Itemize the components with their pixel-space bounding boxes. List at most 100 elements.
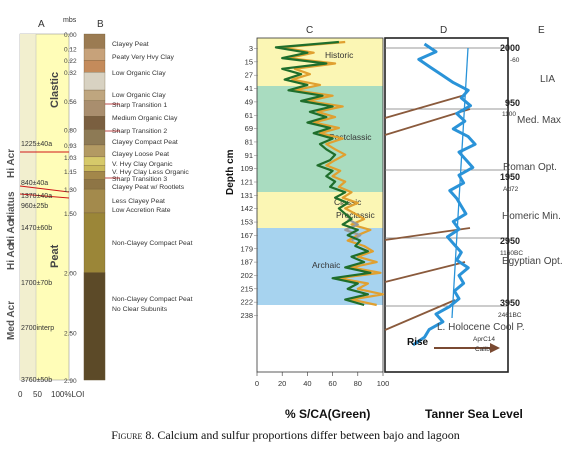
depth-label: 187 (240, 258, 253, 267)
panel-d: D Rise Tanner Sea Level (384, 25, 523, 421)
layer-swatch (83, 171, 106, 180)
depth-label: 41 (245, 84, 253, 93)
depth-tick-label: 0.32 (64, 70, 77, 77)
date-950: 950 (505, 98, 520, 108)
depth-label: 49 (245, 97, 253, 106)
x-tick-label: 80 (354, 379, 362, 388)
layer-label: Low Organic Clay (112, 70, 166, 77)
depth-label: 202 (240, 271, 253, 280)
depth-tick-label: 0.80 (64, 127, 77, 134)
layer-label: Sharp Transition 2 (112, 128, 167, 135)
loi-tick: 100%LOI (51, 390, 84, 399)
hiatus-line (19, 185, 70, 193)
depth-label: 91 (245, 151, 253, 160)
layer-label: Less Clayey Peat (112, 198, 165, 205)
date-ad72: Ad72 (503, 186, 519, 193)
layer-swatch (83, 129, 106, 146)
x-tick-label: 0 (255, 379, 259, 388)
layer-label: Non-Clayey Compact Peat (112, 296, 193, 303)
layer-swatch (83, 100, 106, 117)
period-band (257, 192, 383, 212)
depth-tick-label: 0.56 (64, 99, 77, 106)
event-roman-opt: Roman Opt. (503, 162, 557, 173)
loi-tick: 0 (18, 390, 23, 399)
layer-swatch (83, 116, 106, 130)
date-label: 2700interp (21, 325, 54, 332)
plot-c-frame (256, 37, 384, 373)
y-axis-label: Depth cm (225, 149, 236, 195)
period-med-acr: Med Acr (6, 301, 17, 340)
x-tick-label: 20 (278, 379, 286, 388)
rise-label: Rise (407, 337, 429, 348)
depth-label: 131 (240, 191, 253, 200)
date-label: 1370±40a (21, 193, 52, 200)
layer-label: V. Hvy Clay Less Organic (112, 169, 189, 176)
layer-label: No Clear Subunits (112, 306, 168, 313)
date-label: 1700±70b (21, 280, 52, 287)
depth-tick-label: 1.03 (64, 155, 77, 162)
x-tick-label: 60 (328, 379, 336, 388)
depth-label: 167 (240, 231, 253, 240)
depth-tick-label: 0.12 (64, 46, 77, 53)
panel-b: B Clayey Peat Peaty Very Hvy Clay Low Orga… (83, 19, 193, 381)
hiatus-line (19, 193, 70, 199)
depth-tick-label: 0.22 (64, 58, 77, 65)
period-hi-acr: Hi Acr (6, 241, 17, 270)
period-bands (257, 38, 383, 372)
x-tick-label: 40 (303, 379, 311, 388)
date-1950: 1950 (500, 172, 520, 182)
date-label: 960±25b (21, 203, 48, 210)
layer-swatch (83, 48, 106, 61)
date-label: 1470±60b (21, 225, 52, 232)
rise-arrow-head (490, 343, 500, 353)
stratigraphy-labels: Clayey Peat Peaty Very Hvy Clay Low Organi… (105, 41, 193, 313)
layer-swatch (83, 156, 106, 166)
depth-label: 222 (240, 298, 253, 307)
event-lia: LIA (540, 74, 555, 85)
depth-unit-label: mbs (63, 17, 77, 24)
layer-label: Clayey Loose Peat (112, 151, 169, 158)
panel-d-title: D (440, 25, 447, 36)
date-2461bc: 2461BC (498, 312, 522, 319)
depth-label: 215 (240, 284, 253, 293)
period-band-empty (257, 305, 383, 372)
depth-tick-label: 1.30 (64, 187, 77, 194)
date-1100: 1100 (502, 111, 516, 118)
depth-label: 69 (245, 124, 253, 133)
date-aprc14: AprC14 (473, 336, 495, 343)
plot-d-frame (384, 37, 509, 373)
panel-e: E 2000 -60 LIA 950 1100 Med. Max Roman O… (437, 25, 563, 353)
depth-label: 109 (240, 164, 253, 173)
period-hi-acr: Hi Acr (6, 217, 17, 246)
depth-tick-label: 0.93 (64, 143, 77, 150)
correlation-line (384, 299, 456, 331)
layer-label: Clayey Peat (112, 41, 149, 48)
date-1160bc: 1160BC (500, 250, 523, 257)
depth-axis: 0.00 0.12 0.22 0.32 0.56 0.80 0.93 1.03 1.15 1.30… (64, 32, 77, 385)
depth-label: 142 (240, 204, 253, 213)
depth-tick-label: 1.15 (64, 169, 77, 176)
zone-clastic: Clastic (49, 72, 61, 108)
layer-swatch (83, 72, 106, 91)
layer-label: Clayey Peat w/ Rootlets (112, 184, 185, 191)
correlation-line (384, 261, 466, 283)
period-hiatus: Hiatus (6, 191, 17, 222)
date-label: 840±40a (21, 180, 48, 187)
layer-swatch (83, 272, 106, 381)
date-2000: 2000 (500, 43, 520, 53)
panel-e-title: E (538, 25, 545, 36)
layer-swatch (83, 144, 106, 158)
panel-a: A mbs Clastic Peat Hi Acr Hiatus Hi Acr … (6, 17, 84, 399)
layer-swatch (83, 188, 106, 214)
depth-label: 153 (240, 218, 253, 227)
depth-tick-label: 2.50 (64, 330, 77, 337)
x-axis-label-d: Tanner Sea Level (425, 407, 523, 421)
layer-label: V. Hvy Clay Organic (112, 161, 173, 168)
event-med-max: Med. Max (517, 115, 561, 126)
layer-swatch (83, 179, 106, 190)
depth-label: 15 (245, 57, 253, 66)
x-axis-label: % S/CA(Green) (285, 407, 370, 421)
layer-label: Non-Clayey Compact Peat (112, 240, 193, 247)
depth-tick-label: 2.00 (64, 271, 77, 278)
